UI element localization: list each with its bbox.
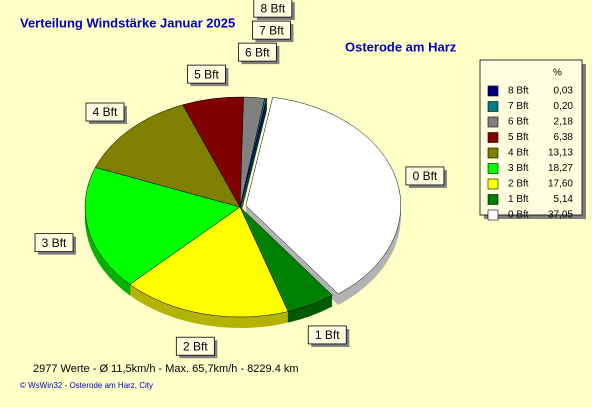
legend-value: 17,60 — [548, 179, 573, 190]
slice-side — [240, 104, 267, 213]
slice-label: 8 Bft — [260, 1, 285, 15]
label-box — [34, 233, 74, 253]
legend-title: % — [553, 68, 562, 79]
legend-value: 5,14 — [554, 194, 574, 205]
slice — [129, 206, 289, 318]
legend-swatch — [487, 209, 499, 221]
label-box — [237, 42, 277, 62]
legend-swatch — [487, 85, 499, 97]
slice-side — [240, 103, 267, 212]
legend-value: 2,18 — [554, 117, 574, 128]
slice-label: 5 Bft — [194, 67, 219, 81]
slice — [245, 97, 402, 295]
chart-subtitle: Osterode am Harz — [345, 39, 457, 54]
legend-value: 18,27 — [548, 163, 573, 174]
label-box — [187, 64, 226, 84]
label-box — [307, 325, 347, 345]
label-box — [175, 336, 215, 356]
slice — [239, 98, 268, 208]
chart-title: Verteilung Windstärke Januar 2025 — [20, 15, 235, 30]
legend-label: 7 Bft — [508, 101, 529, 112]
slice-label: 0 Bft — [413, 169, 438, 183]
slice-label: 4 Bft — [93, 105, 118, 119]
label-box — [252, 20, 291, 40]
legend-swatch — [487, 101, 499, 112]
legend-label: 4 Bft — [508, 148, 529, 159]
legend-swatch — [487, 147, 499, 159]
legend-swatch — [487, 178, 499, 190]
legend-swatch — [487, 163, 499, 174]
legend-swatch — [487, 194, 499, 205]
slice — [84, 167, 241, 285]
legend-label: 5 Bft — [508, 132, 529, 143]
legend-label: 0 Bft — [508, 210, 529, 221]
credit: © WsWin32 - Osterode am Harz, City — [20, 381, 153, 390]
legend-swatch — [487, 132, 499, 143]
slice — [94, 104, 241, 208]
legend-value: 0,03 — [554, 86, 574, 97]
legend-swatch — [487, 116, 499, 128]
slice-side — [240, 101, 267, 210]
legend-label: 3 Bft — [508, 163, 529, 174]
label-box — [253, 0, 293, 18]
legend-value: 13,13 — [548, 148, 573, 159]
slice-side — [240, 105, 267, 214]
slice-side — [240, 107, 267, 216]
slice-label: 7 Bft — [259, 23, 284, 37]
slice-side — [240, 106, 267, 215]
legend-label: 2 Bft — [508, 179, 529, 190]
slice-side — [240, 100, 267, 209]
footer: 2977 Werte - Ø 11,5km/h - Max. 65,7km/h … — [33, 363, 299, 375]
slice-label: 3 Bft — [42, 236, 67, 250]
slice-label: 1 Bft — [315, 328, 340, 342]
legend-value: 0,20 — [554, 101, 574, 112]
legend-value: 37,05 — [548, 210, 573, 221]
label-box — [405, 166, 445, 186]
legend-label: 8 Bft — [508, 86, 529, 97]
legend-label: 1 Bft — [508, 194, 529, 205]
legend-label: 6 Bft — [508, 117, 529, 128]
label-box — [85, 102, 125, 122]
slice-label: 2 Bft — [183, 339, 208, 353]
slice-side — [240, 108, 267, 217]
slice-side — [240, 102, 267, 211]
legend-value: 6,38 — [554, 132, 574, 143]
slice-side — [240, 109, 267, 218]
slice-label: 6 Bft — [245, 45, 270, 59]
